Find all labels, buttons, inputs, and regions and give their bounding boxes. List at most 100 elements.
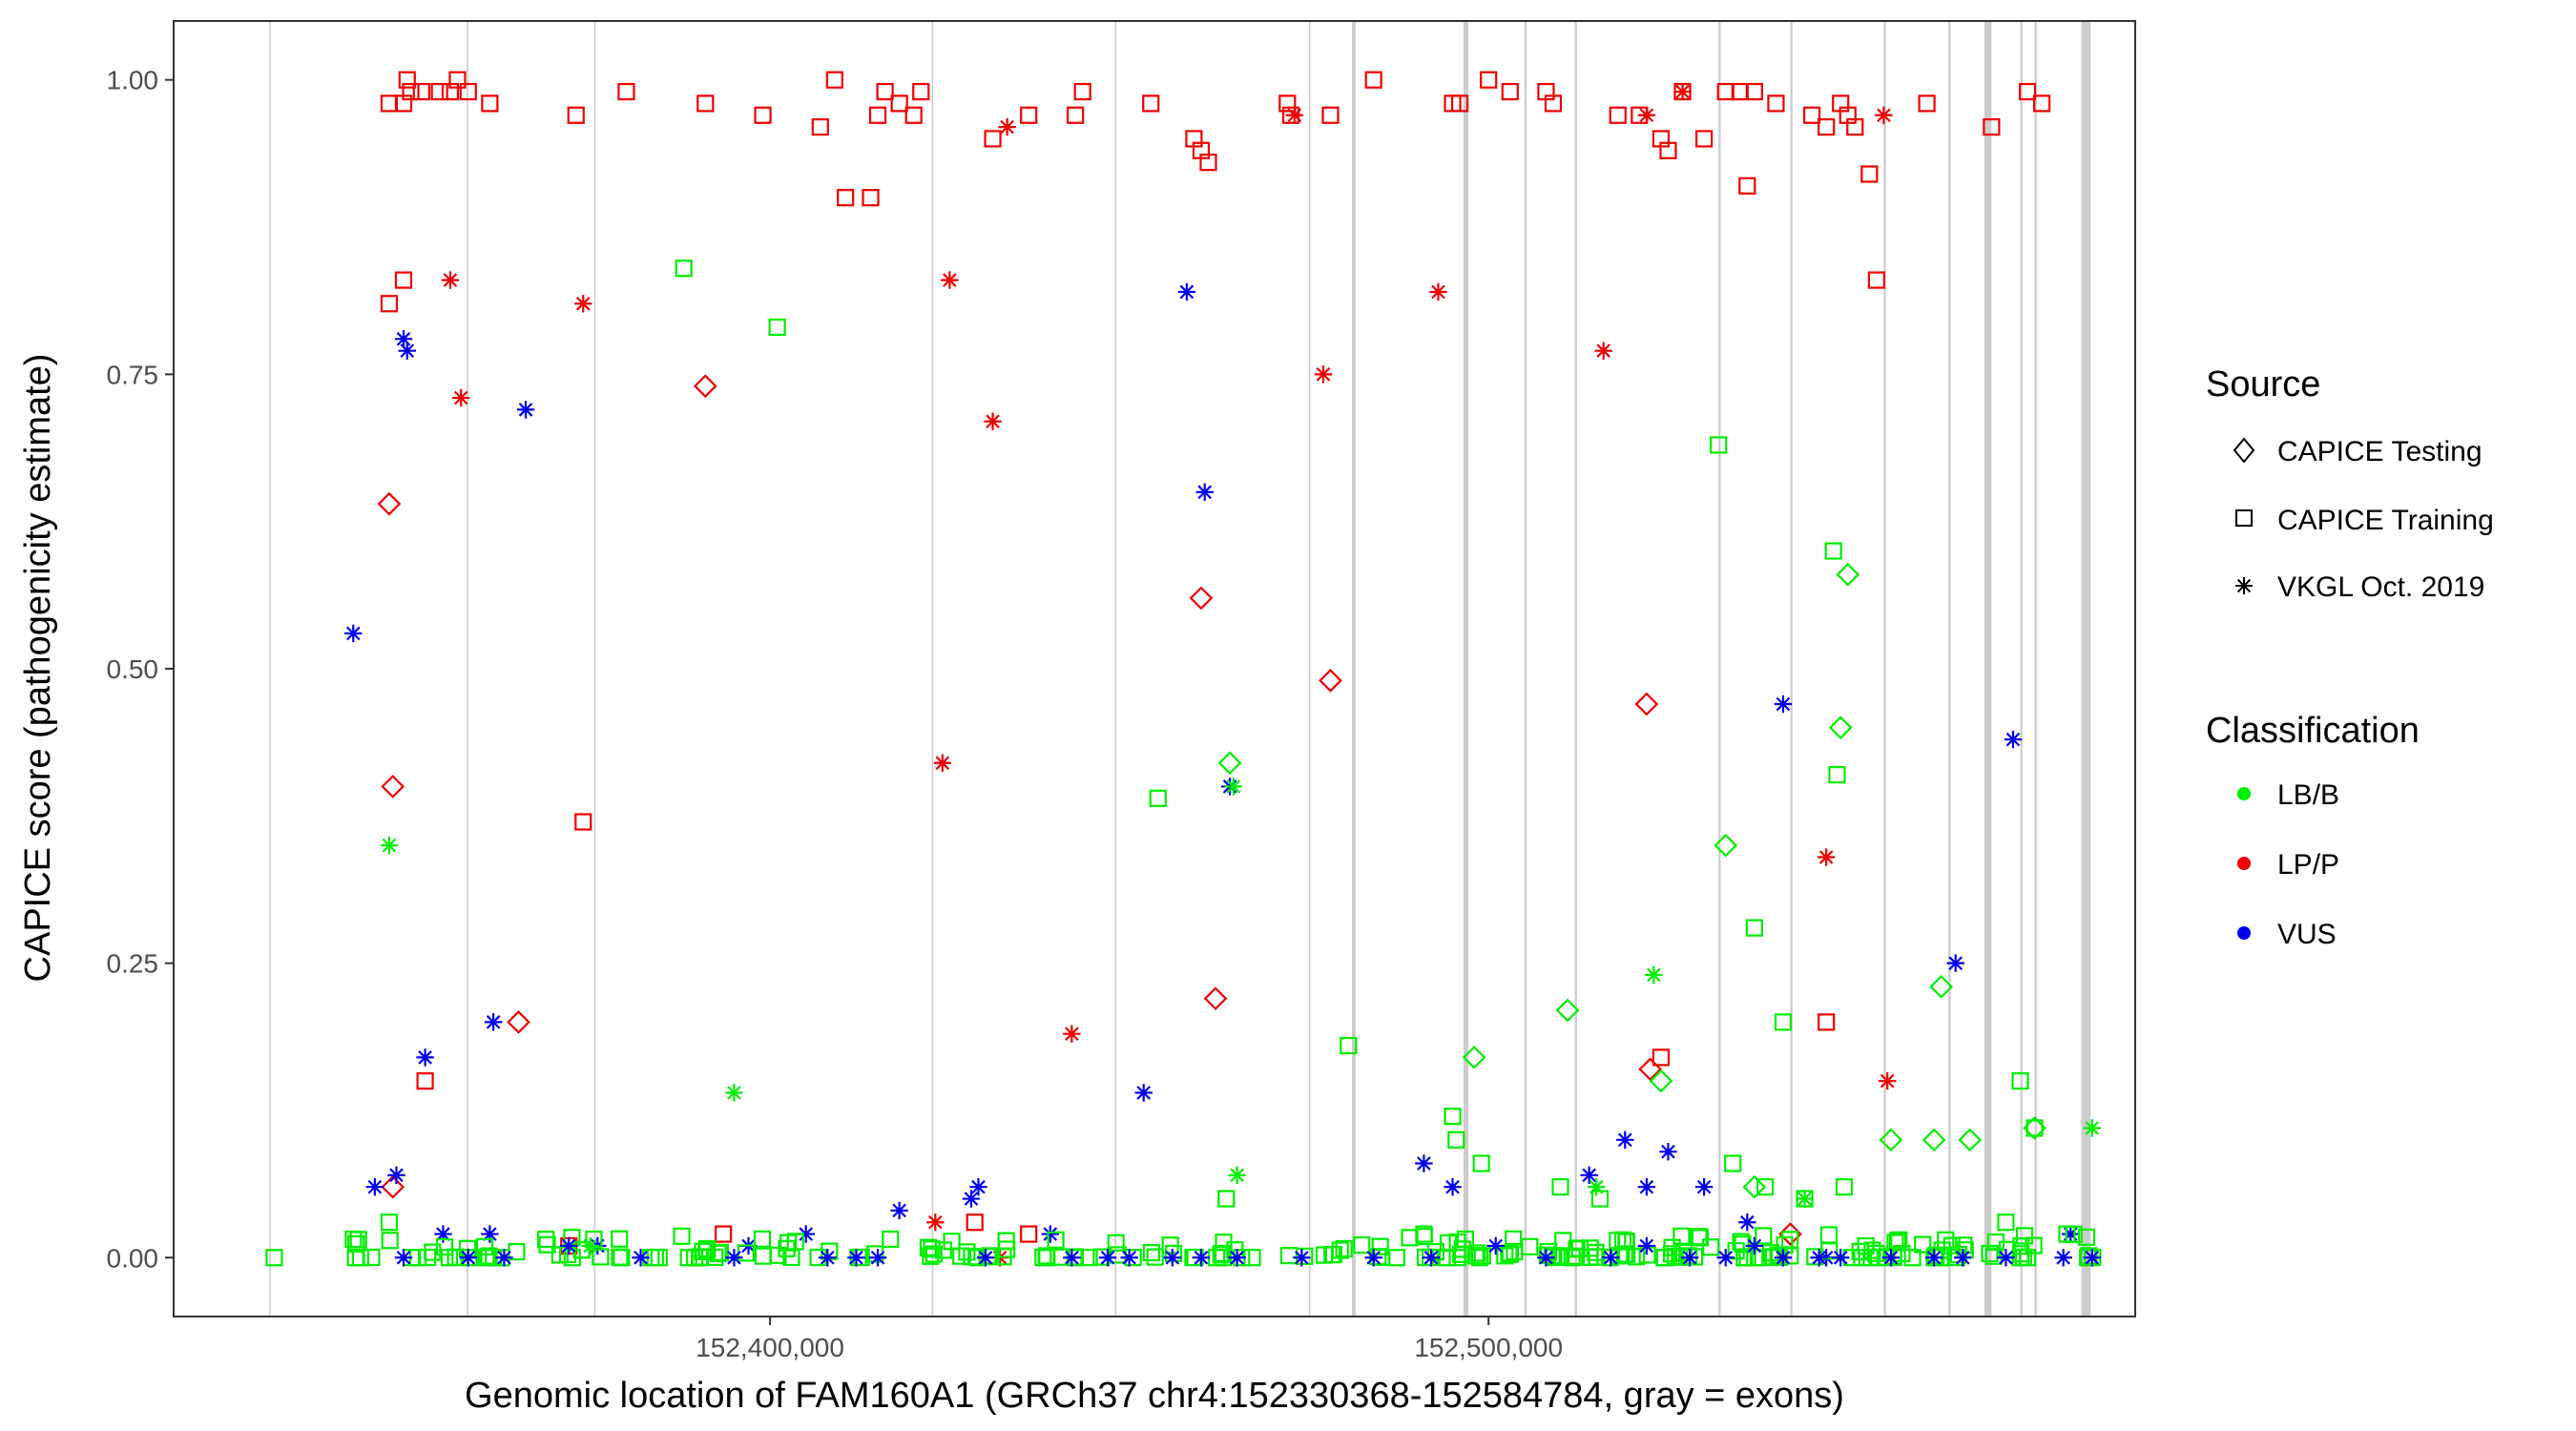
data-point (1063, 1249, 1081, 1267)
data-point (725, 1249, 743, 1267)
data-point (452, 388, 470, 407)
data-point (1695, 130, 1714, 148)
data-point (1983, 118, 2001, 136)
data-point (1616, 1130, 1634, 1150)
data-point (394, 330, 413, 348)
data-point (1098, 1249, 1117, 1267)
data-point (592, 1248, 610, 1266)
y-axis-title: CAPICE score (pathogenicity estimate) (18, 354, 58, 983)
legend-item-capice-training: CAPICE Training (2235, 505, 2494, 536)
data-point (1879, 1128, 1903, 1152)
data-point (585, 1230, 603, 1249)
data-point (1846, 118, 1864, 136)
data-point (1224, 778, 1243, 796)
data-point (1142, 1244, 1160, 1262)
data-point (574, 295, 592, 313)
data-point (1796, 1190, 1814, 1208)
legend-label-capice-training: CAPICE Training (2277, 505, 2494, 536)
data-point (934, 1241, 952, 1259)
data-point (484, 1013, 503, 1031)
exon-band (1114, 21, 1117, 1317)
data-point (1426, 1243, 1445, 1261)
data-point (1324, 1245, 1343, 1264)
data-point (941, 271, 959, 289)
data-point (1867, 271, 1885, 289)
data-point (1835, 1178, 1854, 1196)
data-point (1745, 1236, 1764, 1255)
data-point (2015, 1227, 2034, 1245)
data-point (1521, 1237, 1539, 1255)
data-point (837, 189, 855, 207)
data-point (1149, 789, 1167, 807)
data-point (1918, 94, 1936, 113)
data-point (441, 271, 460, 289)
lbb-dot-icon (2237, 787, 2251, 800)
data-point (1063, 1025, 1081, 1043)
data-point (611, 1230, 629, 1248)
data-point (1506, 1242, 1524, 1261)
data-point (1824, 542, 1842, 560)
legend-item-vus: VUS (2237, 919, 2337, 950)
data-point (998, 117, 1016, 136)
data-point (868, 106, 887, 124)
data-point (1387, 1249, 1405, 1267)
y-tick-label: 0.00 (107, 1243, 159, 1273)
data-point (412, 82, 430, 101)
data-point (1929, 974, 1954, 999)
legend-label-lpp: LP/P (2277, 849, 2339, 881)
data-point (1714, 833, 1738, 858)
exon-band (1883, 21, 1886, 1317)
data-point (1371, 1237, 1389, 1255)
data-point (1924, 1249, 1943, 1267)
data-point (1228, 1249, 1246, 1267)
data-point (430, 82, 448, 101)
data-point (933, 754, 952, 772)
data-point (1020, 106, 1038, 124)
exon-band (2081, 21, 2091, 1317)
data-point (768, 318, 786, 337)
data-point (646, 1248, 664, 1267)
data-point (962, 1190, 981, 1208)
data-point (377, 491, 402, 516)
data-point (1774, 1013, 1793, 1031)
data-point (797, 1225, 815, 1243)
data-point (882, 1230, 900, 1249)
y-tick-label: 0.75 (107, 360, 159, 389)
data-point (825, 71, 843, 89)
exon-band (2020, 21, 2023, 1317)
legend: Source CAPICE Testing CAPICE Training VK… (2206, 364, 2494, 950)
data-point (1694, 1178, 1714, 1196)
data-point (1447, 1130, 1465, 1149)
data-point (1212, 1246, 1230, 1264)
data-point (2077, 1228, 2096, 1246)
data-point (1914, 1235, 1932, 1254)
y-tick-label: 1.00 (107, 66, 159, 95)
data-point (1857, 1236, 1875, 1255)
data-point (1738, 176, 1756, 195)
data-point (725, 1084, 743, 1102)
data-point (1875, 106, 1893, 124)
data-point (876, 82, 894, 101)
data-point (1735, 1249, 1754, 1267)
data-point (435, 1237, 454, 1256)
data-point (923, 1240, 941, 1258)
data-point (560, 1236, 578, 1255)
data-point (958, 1243, 976, 1261)
data-point (1649, 1068, 1673, 1093)
data-point (1878, 1071, 1897, 1090)
data-point (1537, 1249, 1555, 1267)
legend-label-capice-testing: CAPICE Testing (2277, 436, 2483, 467)
data-point (1818, 118, 1836, 136)
data-point (1774, 1249, 1793, 1267)
data-point (1958, 1128, 1983, 1152)
data-point (1315, 1246, 1334, 1264)
data-point (380, 295, 399, 313)
data-point (1544, 94, 1563, 113)
data-point (1774, 695, 1793, 714)
y-tick-label: 0.25 (107, 949, 159, 979)
data-point (1450, 94, 1469, 113)
data-point (1587, 1243, 1605, 1261)
data-point (265, 1249, 283, 1267)
data-point (2083, 1249, 2102, 1267)
data-point (1415, 1154, 1433, 1172)
